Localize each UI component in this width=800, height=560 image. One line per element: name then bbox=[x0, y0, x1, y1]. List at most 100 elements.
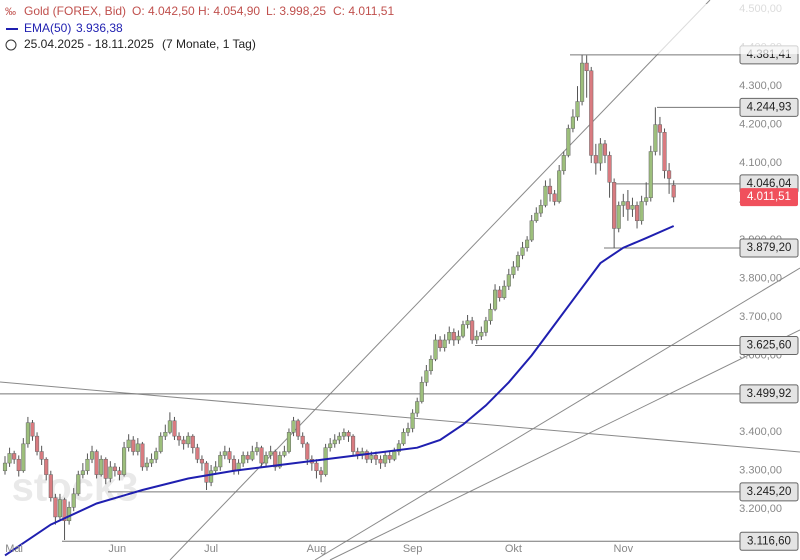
candle-body bbox=[419, 382, 424, 402]
y-tick-label: 3.400,00 bbox=[739, 426, 782, 438]
candle-body bbox=[296, 420, 301, 437]
candle-body bbox=[396, 443, 401, 452]
candle-body bbox=[433, 339, 438, 360]
candle-body bbox=[525, 239, 530, 248]
trendline bbox=[329, 329, 800, 560]
candle-body bbox=[346, 432, 351, 437]
level-tag bbox=[739, 384, 799, 404]
candle-body bbox=[451, 332, 456, 341]
candle-body bbox=[181, 439, 186, 445]
candle-body bbox=[447, 332, 452, 341]
candle-body bbox=[323, 447, 328, 475]
candle-body bbox=[2, 462, 8, 472]
candle-body bbox=[314, 462, 319, 472]
candle-body bbox=[387, 455, 392, 460]
candle-body bbox=[318, 470, 324, 475]
candle-body bbox=[213, 466, 218, 472]
candle-body bbox=[630, 205, 635, 210]
candle-body bbox=[543, 185, 548, 206]
candle-body bbox=[364, 451, 369, 460]
candle-body bbox=[337, 435, 342, 441]
candle-body bbox=[190, 435, 195, 448]
candle-body bbox=[598, 143, 603, 164]
candle-body bbox=[167, 420, 172, 433]
candle-body bbox=[103, 458, 108, 479]
candle-body bbox=[410, 412, 415, 429]
candle-body bbox=[39, 451, 44, 460]
candle-body bbox=[264, 455, 269, 464]
candle-body bbox=[479, 332, 484, 337]
candle-body bbox=[415, 401, 420, 414]
x-tick-label: Jun bbox=[108, 543, 126, 555]
clock-icon bbox=[5, 39, 17, 51]
candle-body bbox=[506, 274, 511, 287]
candle-body bbox=[16, 458, 21, 472]
candle-body bbox=[186, 435, 191, 445]
level-label: 4.046,04 bbox=[747, 178, 792, 190]
candle-body bbox=[580, 62, 585, 102]
candle-body bbox=[291, 420, 296, 433]
candle-body bbox=[99, 458, 104, 475]
x-tick-label: Okt bbox=[505, 543, 522, 555]
candle-body bbox=[616, 205, 621, 229]
level-label: 4.244,93 bbox=[747, 101, 792, 113]
candle-body bbox=[470, 320, 475, 341]
candle-body bbox=[259, 447, 264, 464]
y-tick-label: 4.300,00 bbox=[739, 80, 782, 92]
candle-body bbox=[35, 435, 40, 452]
candle-body bbox=[149, 458, 154, 464]
candle-body bbox=[520, 247, 525, 256]
level-label: 3.116,60 bbox=[747, 535, 791, 547]
y-tick-label: 3.800,00 bbox=[739, 272, 782, 284]
candle-body bbox=[209, 470, 214, 483]
candle-body bbox=[154, 451, 159, 460]
axis: 3.200,003.300,003.400,003.500,003.600,00… bbox=[5, 3, 799, 555]
candle-body bbox=[657, 124, 662, 133]
candle-body bbox=[460, 324, 466, 337]
candle-body bbox=[254, 447, 259, 452]
candle-body bbox=[644, 197, 649, 202]
candle-body bbox=[424, 370, 429, 383]
y-tick-label: 4.100,00 bbox=[739, 157, 782, 169]
low: L: 3.998,25 bbox=[266, 4, 326, 18]
candle-body bbox=[607, 155, 612, 183]
candle-body bbox=[94, 451, 99, 475]
level-label: 3.625,60 bbox=[747, 340, 792, 352]
y-tick-label: 3.700,00 bbox=[739, 311, 782, 323]
candle-body bbox=[474, 335, 479, 341]
candle-body bbox=[163, 432, 168, 437]
legend-value: 3.936,38 bbox=[76, 21, 123, 35]
candle-body bbox=[538, 205, 543, 214]
y-tick-label: 3.200,00 bbox=[739, 503, 782, 515]
header-bg bbox=[0, 4, 800, 54]
candle-body bbox=[176, 435, 182, 441]
candle-body bbox=[241, 455, 246, 464]
candle-body bbox=[12, 453, 17, 460]
y-tick-label: 4.200,00 bbox=[739, 119, 782, 131]
candle-body bbox=[625, 201, 630, 210]
candle-body bbox=[561, 155, 566, 172]
candle-body bbox=[131, 439, 136, 452]
trendline bbox=[314, 267, 800, 560]
level-tag bbox=[739, 482, 799, 502]
candle-body bbox=[383, 455, 388, 464]
candle-body bbox=[557, 170, 562, 202]
candle-body bbox=[456, 335, 461, 341]
level-tag bbox=[739, 97, 799, 117]
candle-body bbox=[30, 422, 35, 437]
candle-body bbox=[621, 201, 626, 206]
candle-body bbox=[62, 499, 67, 522]
close: C: 4.011,51 bbox=[333, 4, 394, 18]
legend-name: EMA(50) bbox=[24, 21, 71, 35]
candle-body bbox=[602, 143, 608, 156]
x-tick-label: Sep bbox=[403, 543, 423, 555]
candle-body bbox=[85, 458, 90, 472]
candle-body bbox=[612, 182, 617, 229]
candle-body bbox=[570, 116, 575, 129]
candle-body bbox=[401, 432, 406, 445]
plot bbox=[0, 54, 740, 557]
candle-body bbox=[250, 451, 255, 460]
candle-body bbox=[653, 124, 658, 152]
candle-body bbox=[48, 474, 53, 498]
